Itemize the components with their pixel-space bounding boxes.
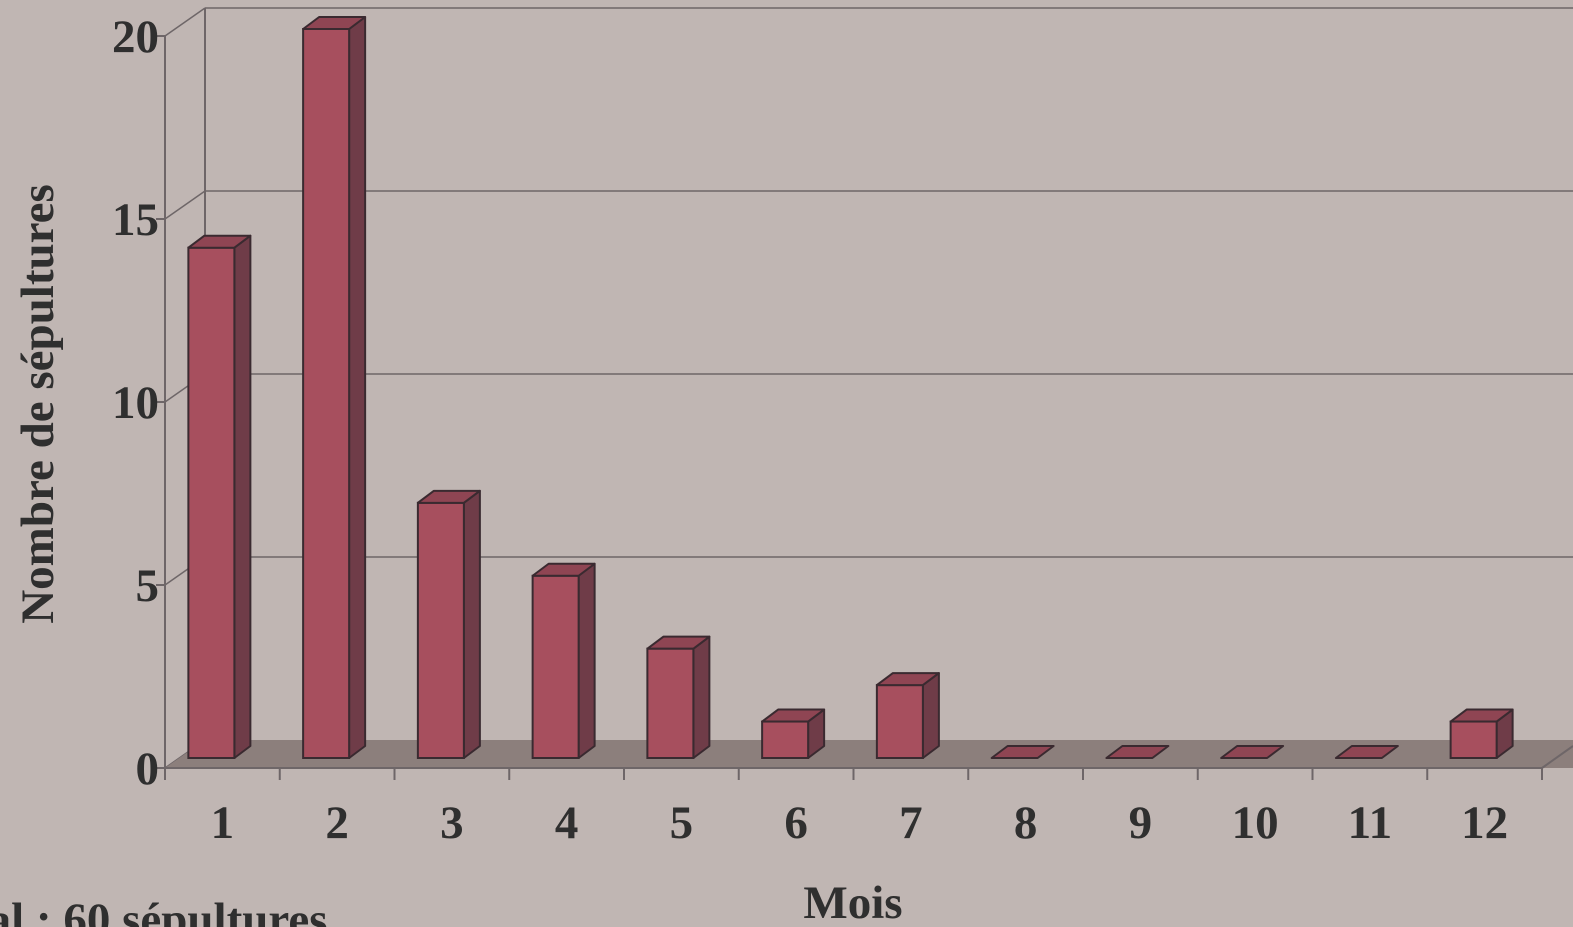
x-tick-label: 3: [440, 797, 464, 849]
x-axis-title: Mois: [803, 877, 902, 927]
bar-top: [646, 635, 711, 650]
bar-3: [416, 489, 481, 759]
gridlines: [164, 7, 1573, 769]
x-tick-label: 5: [670, 797, 694, 849]
bar-11: [1334, 745, 1399, 759]
bar-side: [692, 635, 711, 759]
bar-side: [462, 489, 481, 759]
floor-edge: [1541, 745, 1573, 769]
bar-front: [646, 647, 695, 760]
bar-10: [1220, 745, 1285, 759]
bar-side: [921, 672, 940, 759]
bar-12: [1449, 708, 1514, 759]
bar-9: [1105, 745, 1170, 759]
bar-front: [875, 684, 924, 759]
y-tick-label: 0: [136, 743, 160, 795]
bar-top: [1334, 745, 1399, 759]
bar-front: [531, 574, 580, 759]
wall-gridline: [164, 7, 206, 37]
x-tick-label: 7: [899, 797, 923, 849]
x-tick-label: 10: [1232, 797, 1279, 849]
x-tick-label: 11: [1348, 797, 1392, 849]
x-tick-label: 6: [784, 797, 808, 849]
wall-gridline: [164, 190, 206, 220]
bar-front: [761, 720, 810, 759]
x-tick-label: 1: [211, 797, 235, 849]
bar-1: [187, 234, 252, 759]
bar-top: [761, 708, 826, 723]
bar-top: [416, 489, 481, 504]
bar-top: [1449, 708, 1514, 723]
floor-plane: [165, 740, 1573, 768]
bar-side: [577, 562, 596, 759]
bar-2: [302, 16, 367, 759]
bar-top: [302, 16, 367, 30]
chart-floor: [165, 740, 1573, 768]
y-tick-label: 20: [112, 11, 159, 63]
x-tick-label: 8: [1014, 797, 1038, 849]
y-axis-title: Nombre de sépultures: [12, 184, 64, 624]
bar-side: [348, 16, 367, 759]
bar-top: [990, 745, 1055, 759]
x-tick-label: 12: [1461, 797, 1508, 849]
bar-top: [531, 562, 596, 577]
bar-top: [1105, 745, 1170, 759]
x-tick-label: 4: [555, 797, 579, 849]
bar-front: [416, 501, 465, 759]
bar-top: [1220, 745, 1285, 759]
bar-top: [875, 672, 940, 687]
bar-front: [1449, 720, 1498, 759]
bars: [187, 16, 1514, 760]
bar-5: [646, 635, 711, 760]
y-tick-label: 10: [112, 377, 159, 429]
bar-7: [875, 672, 940, 759]
y-tick-label: 5: [136, 560, 160, 612]
x-tick-label: 9: [1129, 797, 1153, 849]
bar-8: [990, 745, 1055, 759]
y-tick-label: 15: [112, 194, 159, 246]
axes: [156, 8, 1573, 780]
bar-front: [187, 246, 236, 759]
x-tick-label: 2: [325, 797, 349, 849]
bar-side: [233, 234, 252, 759]
bar-6: [761, 708, 826, 759]
bar-4: [531, 562, 596, 759]
footnote-total: tal : 60 sépultures: [0, 894, 328, 927]
bar-front: [302, 28, 351, 759]
bar-top: [187, 234, 252, 249]
